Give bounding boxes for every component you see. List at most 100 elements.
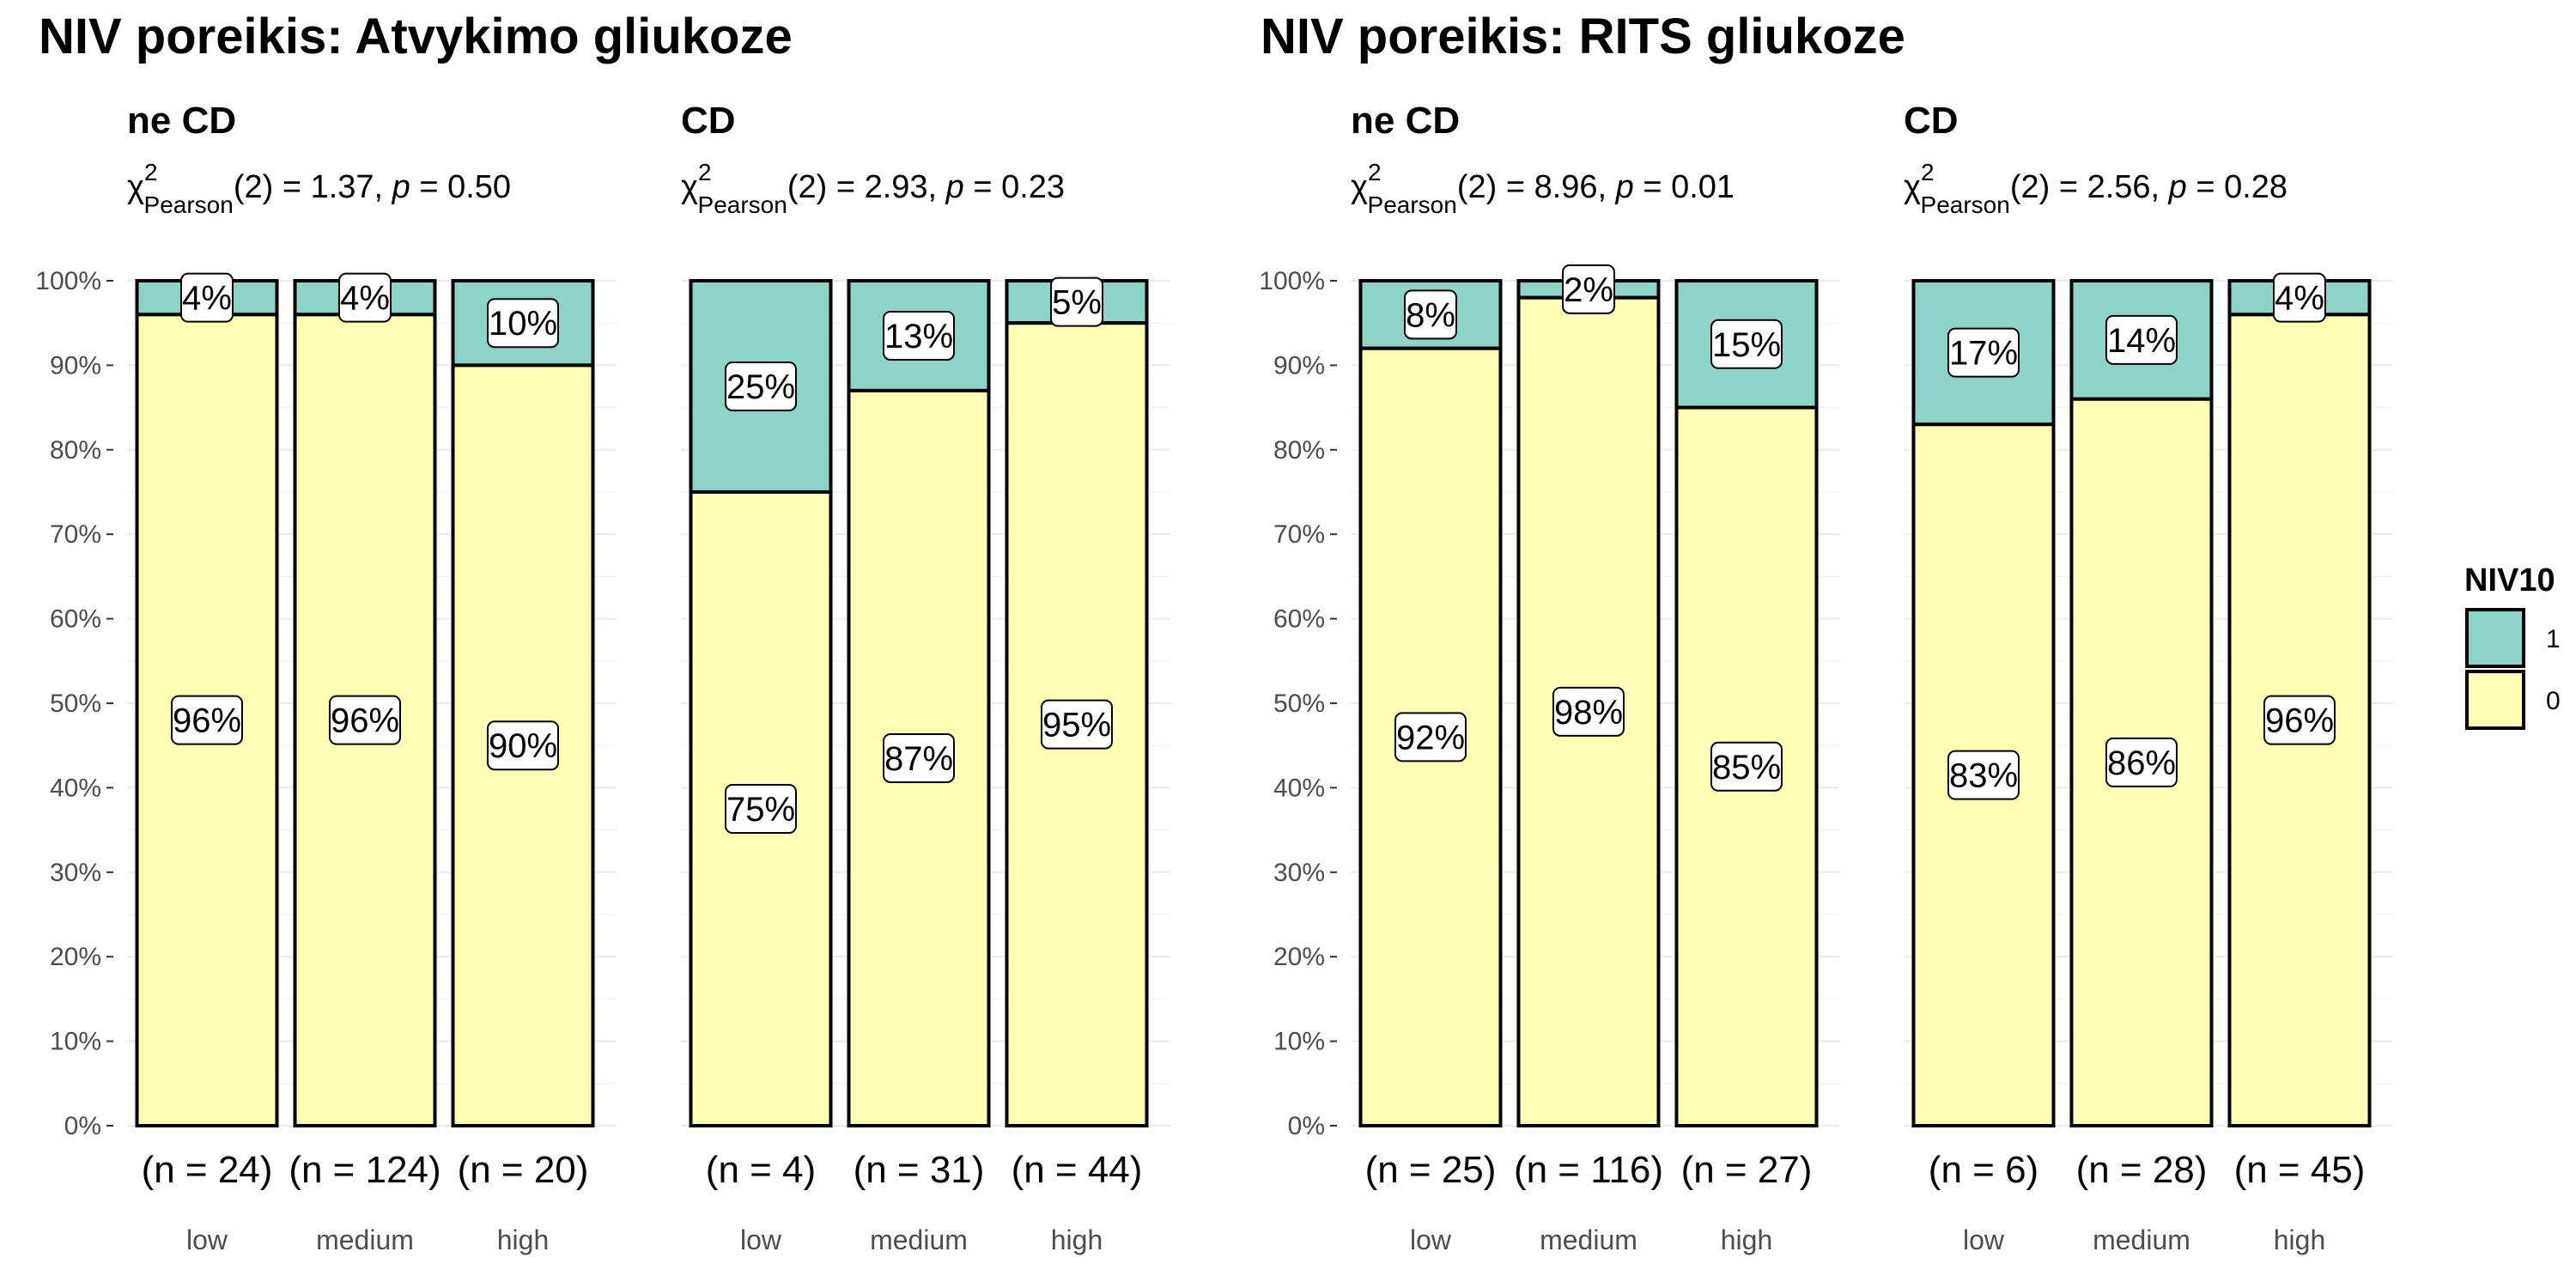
data-label-1: 25% (726, 368, 795, 406)
data-label-1-box (487, 298, 559, 349)
n-count-label: (n = 25) (1365, 1149, 1497, 1191)
data-label-1-box (883, 310, 955, 361)
panel-title: CD (681, 100, 736, 142)
data-label-0-box (883, 732, 955, 783)
data-label-1-box (180, 272, 234, 323)
n-count-label: (n = 6) (1929, 1149, 2038, 1191)
n-count-label: (n = 116) (1514, 1149, 1663, 1191)
stat-subtitle: χ2 Pearson(2) = 2.93, p = 0.23 (681, 159, 1065, 218)
data-label-0: 96% (2265, 702, 2334, 740)
panel-1-2: CD χ2 Pearson(2) = 2.93, p = 0.23 75% 25% (n … (681, 100, 1170, 1255)
data-label-1-box (725, 361, 797, 411)
data-label-0: 75% (726, 791, 795, 829)
data-label-1-box (338, 272, 392, 323)
data-label-1: 4% (182, 280, 232, 318)
data-label-0: 95% (1042, 707, 1111, 744)
data-label-1: 10% (489, 305, 557, 343)
data-label-1: 13% (884, 318, 953, 355)
figure-2: NIV poreikis: RITS gliukoze 0% 10% 20% 30% 40… (1259, 9, 2393, 1255)
y-tick-label: 60% (50, 605, 101, 634)
data-label-0: 87% (884, 740, 953, 778)
data-label-1: 4% (340, 280, 390, 318)
n-count-label: (n = 45) (2234, 1149, 2366, 1191)
x-category-label: medium (1540, 1224, 1637, 1255)
y-tick-label: 40% (1273, 774, 1325, 802)
data-label-1: 17% (1949, 335, 2018, 373)
panel-2-2: CD χ2 Pearson(2) = 2.56, p = 0.28 83% 17% (n … (1904, 100, 2393, 1255)
y-tick-label: 10% (1273, 1028, 1325, 1056)
legend-title: NIV10 (2464, 562, 2555, 598)
y-tick-label: 30% (50, 859, 101, 887)
x-category-label: high (1721, 1224, 1773, 1255)
data-label-0-box (2263, 695, 2336, 745)
y-tick-label: 90% (1273, 351, 1325, 380)
data-label-0: 96% (331, 702, 399, 740)
y-tick-label: 70% (50, 520, 101, 549)
y-tick-label: 20% (1273, 943, 1325, 971)
n-count-label: (n = 24) (142, 1149, 273, 1191)
data-label-0-box (1041, 699, 1113, 750)
x-category-label: high (497, 1224, 550, 1255)
data-label-1: 5% (1052, 284, 1102, 322)
data-label-1-box (1710, 319, 1783, 369)
data-label-0-box (329, 695, 401, 745)
x-category-label: low (1963, 1224, 2005, 1255)
data-label-1-box (2273, 272, 2326, 323)
x-category-label: low (740, 1224, 782, 1255)
y-tick-label: 100% (35, 267, 101, 295)
data-label-0-box (487, 720, 559, 771)
legend-label: 1 (2546, 625, 2561, 653)
data-label-0: 96% (173, 702, 241, 740)
y-tick-label: 80% (1273, 436, 1325, 465)
n-count-label: (n = 27) (1681, 1149, 1813, 1191)
data-label-0: 86% (2107, 744, 2176, 782)
data-label-0: 83% (1949, 757, 2018, 795)
y-tick-label: 50% (1273, 690, 1325, 718)
y-tick-label: 40% (50, 774, 101, 802)
data-label-0-box (1947, 750, 2020, 800)
n-count-label: (n = 124) (289, 1149, 440, 1191)
data-label-1-box (1562, 264, 1615, 314)
legend: NIV10 1 0 (2464, 562, 2561, 730)
data-label-1: 15% (1712, 326, 1781, 364)
y-tick-label: 10% (50, 1028, 101, 1056)
stat-subtitle: χ2 Pearson(2) = 1.37, p = 0.50 (127, 159, 511, 218)
legend-swatch (2465, 670, 2525, 730)
data-label-1-box (2105, 314, 2178, 365)
n-count-label: (n = 31) (854, 1149, 985, 1191)
x-category-label: high (1051, 1224, 1103, 1255)
x-category-label: medium (316, 1224, 414, 1255)
y-tick-label: 70% (1273, 520, 1325, 549)
data-label-0: 92% (1396, 719, 1465, 756)
panel-title: ne CD (1351, 100, 1460, 142)
stat-subtitle: χ2 Pearson(2) = 8.96, p = 0.01 (1351, 159, 1735, 218)
panel-2-1: ne CD χ2 Pearson(2) = 8.96, p = 0.01 92% 8% (… (1351, 100, 1840, 1255)
data-label-1: 4% (2275, 280, 2324, 318)
x-category-label: low (186, 1224, 228, 1255)
y-tick-label: 100% (1259, 267, 1325, 295)
y-tick-label: 0% (1288, 1112, 1325, 1140)
x-category-label: medium (2093, 1224, 2190, 1255)
data-label-1: 14% (2107, 322, 2176, 360)
data-label-0-box (2105, 737, 2178, 787)
y-tick-label: 30% (1273, 859, 1325, 887)
x-category-label: low (1410, 1224, 1452, 1255)
data-label-0-box (1710, 741, 1783, 792)
data-label-0-box (1552, 686, 1625, 737)
x-category-label: medium (870, 1224, 968, 1255)
data-label-0: 98% (1554, 694, 1623, 732)
y-tick-label: 80% (50, 436, 101, 465)
legend-label: 0 (2546, 687, 2561, 715)
panel-1-1: ne CD χ2 Pearson(2) = 1.37, p = 0.50 96% 4% (… (127, 100, 617, 1255)
figure-title: NIV poreikis: RITS gliukoze (1261, 9, 1905, 64)
y-tick-label: 60% (1273, 605, 1325, 634)
data-label-1-box (1404, 289, 1457, 340)
data-label-1-box (1947, 327, 2020, 378)
figure-1: NIV poreikis: Atvykimo gliukoze 0% 10% 20% 3… (35, 9, 1170, 1255)
y-tick-label: 50% (50, 690, 101, 718)
data-label-0: 85% (1712, 749, 1781, 787)
n-count-label: (n = 4) (706, 1149, 816, 1191)
stat-subtitle: χ2 Pearson(2) = 2.56, p = 0.28 (1904, 159, 2287, 218)
